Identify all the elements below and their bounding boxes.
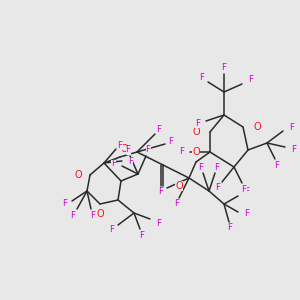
Text: F: F <box>291 145 296 154</box>
Text: F: F <box>140 230 145 239</box>
Text: F: F <box>62 199 67 208</box>
Text: F: F <box>199 74 204 82</box>
Text: F: F <box>199 163 203 172</box>
Text: F: F <box>214 163 220 172</box>
Text: F: F <box>244 209 249 218</box>
Text: F: F <box>109 224 114 233</box>
Text: F: F <box>248 76 253 85</box>
Text: F: F <box>215 182 220 191</box>
Text: F: F <box>175 200 179 208</box>
Text: F: F <box>227 224 232 232</box>
Text: O: O <box>96 209 104 219</box>
Text: F: F <box>146 146 151 154</box>
Text: F: F <box>221 64 226 73</box>
Text: F: F <box>128 157 133 166</box>
Text: F: F <box>158 188 164 196</box>
Text: F: F <box>125 146 130 154</box>
Text: O: O <box>253 122 261 132</box>
Text: F: F <box>169 137 173 146</box>
Text: O: O <box>175 181 183 191</box>
Text: F: F <box>289 122 294 131</box>
Text: F: F <box>91 211 95 220</box>
Text: O: O <box>192 147 200 157</box>
Text: F: F <box>156 218 161 227</box>
Text: F: F <box>244 188 249 196</box>
Text: F: F <box>242 184 247 194</box>
Text: F: F <box>157 125 161 134</box>
Text: O: O <box>192 127 200 137</box>
Text: F: F <box>111 160 116 169</box>
Text: F: F <box>118 140 122 149</box>
Text: F: F <box>274 160 280 169</box>
Text: F: F <box>70 211 76 220</box>
Text: F: F <box>195 118 200 127</box>
Text: O: O <box>120 144 128 154</box>
Text: F: F <box>179 148 184 157</box>
Text: O: O <box>74 170 82 180</box>
